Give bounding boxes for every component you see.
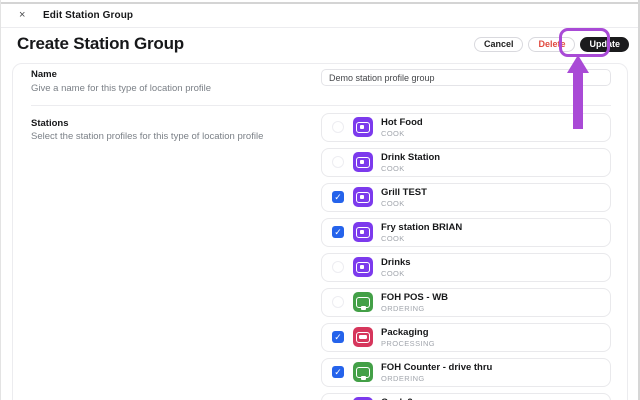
station-checkbox[interactable] xyxy=(332,226,344,238)
station-row[interactable]: FOH Counter - drive thru ORDERING xyxy=(321,357,611,387)
modal-header: × Edit Station Group xyxy=(1,3,638,28)
station-type-icon xyxy=(353,397,373,400)
close-icon[interactable]: × xyxy=(19,9,26,21)
station-type-icon xyxy=(353,187,373,207)
name-description: Give a name for this type of location pr… xyxy=(31,82,212,94)
station-row[interactable]: Fry station BRIAN COOK xyxy=(321,217,611,247)
station-checkbox[interactable] xyxy=(332,191,344,203)
station-name: Drink Station xyxy=(381,151,441,163)
station-name: FOH Counter - drive thru xyxy=(381,361,493,373)
station-type-icon xyxy=(353,222,373,242)
stations-section: Stations Select the station profiles for… xyxy=(13,106,627,400)
station-type-icon xyxy=(353,362,373,382)
station-type-icon xyxy=(353,327,373,347)
station-checkbox[interactable] xyxy=(332,366,344,378)
station-checkbox[interactable] xyxy=(332,261,344,273)
form-card: Name Give a name for this type of locati… xyxy=(12,63,628,400)
cancel-button[interactable]: Cancel xyxy=(473,36,524,52)
station-checkbox[interactable] xyxy=(332,121,344,133)
stations-label: Stations xyxy=(31,117,69,129)
action-buttons: Cancel Delete Update xyxy=(473,36,629,52)
modal-title: Edit Station Group xyxy=(43,9,134,21)
station-type-label: COOK xyxy=(381,128,405,138)
stations-description: Select the station profiles for this typ… xyxy=(31,131,264,142)
title-row: Create Station Group Cancel Delete Updat… xyxy=(17,33,629,55)
station-name: Fry station BRIAN xyxy=(381,221,463,233)
station-type-label: ORDERING xyxy=(381,373,425,383)
station-type-label: ORDERING xyxy=(381,303,425,313)
station-list: Hot Food COOK Drink Station COOK Grill T… xyxy=(321,112,611,400)
name-section: Name Give a name for this type of locati… xyxy=(13,64,627,94)
name-input[interactable] xyxy=(321,69,611,86)
name-label: Name xyxy=(31,69,57,80)
station-name: Hot Food xyxy=(381,116,423,128)
station-type-icon xyxy=(353,257,373,277)
station-type-icon xyxy=(353,152,373,172)
station-checkbox[interactable] xyxy=(332,156,344,168)
station-type-label: COOK xyxy=(381,268,405,278)
window-edge xyxy=(1,2,638,4)
station-type-label: COOK xyxy=(381,163,405,173)
station-type-label: COOK xyxy=(381,233,405,243)
station-checkbox[interactable] xyxy=(332,296,344,308)
station-row[interactable]: Drinks COOK xyxy=(321,252,611,282)
station-row[interactable]: Hot Food COOK xyxy=(321,112,611,142)
station-type-icon xyxy=(353,292,373,312)
page-title: Create Station Group xyxy=(17,34,184,53)
station-row[interactable]: Cook 2 COOK xyxy=(321,392,611,400)
station-row[interactable]: Grill TEST COOK xyxy=(321,182,611,212)
delete-button[interactable]: Delete xyxy=(528,36,576,52)
station-name: Packaging xyxy=(381,326,429,338)
station-row[interactable]: FOH POS - WB ORDERING xyxy=(321,287,611,317)
station-name: FOH POS - WB xyxy=(381,291,449,303)
station-name: Cook 2 xyxy=(381,397,413,400)
update-button[interactable]: Update xyxy=(580,36,629,52)
station-row[interactable]: Packaging PROCESSING xyxy=(321,322,611,352)
station-type-label: COOK xyxy=(381,198,405,208)
section-divider xyxy=(31,104,611,106)
station-row[interactable]: Drink Station COOK xyxy=(321,147,611,177)
station-name: Grill TEST xyxy=(381,186,427,198)
station-checkbox[interactable] xyxy=(332,331,344,343)
station-type-label: PROCESSING xyxy=(381,338,436,348)
station-name: Drinks xyxy=(381,256,411,268)
station-type-icon xyxy=(353,117,373,137)
